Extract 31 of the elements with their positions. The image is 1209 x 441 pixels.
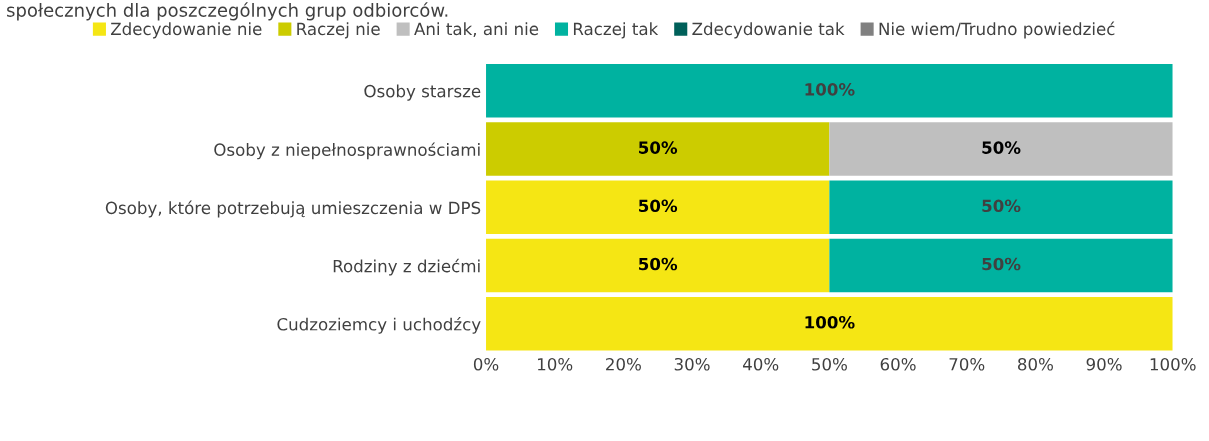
x-tick-label: 100%	[1150, 357, 1196, 371]
legend-label: Nie wiem/Trudno powiedzieć	[879, 21, 1115, 39]
text: społecznych dla poszczególnych grup odbiorców.	[7, 2, 448, 21]
x-tick-label: 80%	[1018, 357, 1053, 371]
y-tick-label: Cudzoziemcy i uchodźcy	[277, 317, 481, 334]
legend-label: Zdecydowanie tak	[692, 22, 845, 39]
legend-label: Raczej nie	[297, 22, 380, 39]
legend-label: Zdecydowanie nie	[110, 22, 262, 39]
data-label: 100%	[805, 83, 855, 96]
data-label: 50%	[982, 257, 1021, 271]
data-label: 50%	[982, 141, 1021, 154]
y-tick-label: Osoby, które potrzebują umieszczenia w DPS	[105, 200, 481, 218]
x-tick-label: 10%	[538, 357, 573, 371]
data-label: 50%	[639, 257, 678, 271]
y-tick-label: Osoby z niepełnosprawnościami	[214, 142, 480, 160]
data-label: 50%	[982, 199, 1021, 213]
x-tick-label: 0%	[473, 357, 499, 371]
data-label: 50%	[639, 199, 678, 213]
x-tick-label: 30%	[674, 357, 710, 371]
legend-label: Raczej tak	[573, 22, 659, 39]
x-tick-label: 50%	[812, 357, 847, 371]
legend-label: Ani tak, ani nie	[414, 22, 539, 37]
x-tick-label: 60%	[880, 357, 916, 371]
data-label: 100%	[805, 315, 855, 329]
x-tick-label: 90%	[1086, 357, 1122, 371]
data-label: 50%	[639, 141, 678, 154]
y-tick-label: Rodziny z dziećmi	[333, 258, 480, 276]
x-tick-label: 40%	[743, 357, 779, 371]
y-tick-label: Osoby starsze	[364, 84, 481, 101]
x-tick-label: 20%	[606, 357, 641, 371]
x-tick-label: 70%	[949, 357, 985, 371]
